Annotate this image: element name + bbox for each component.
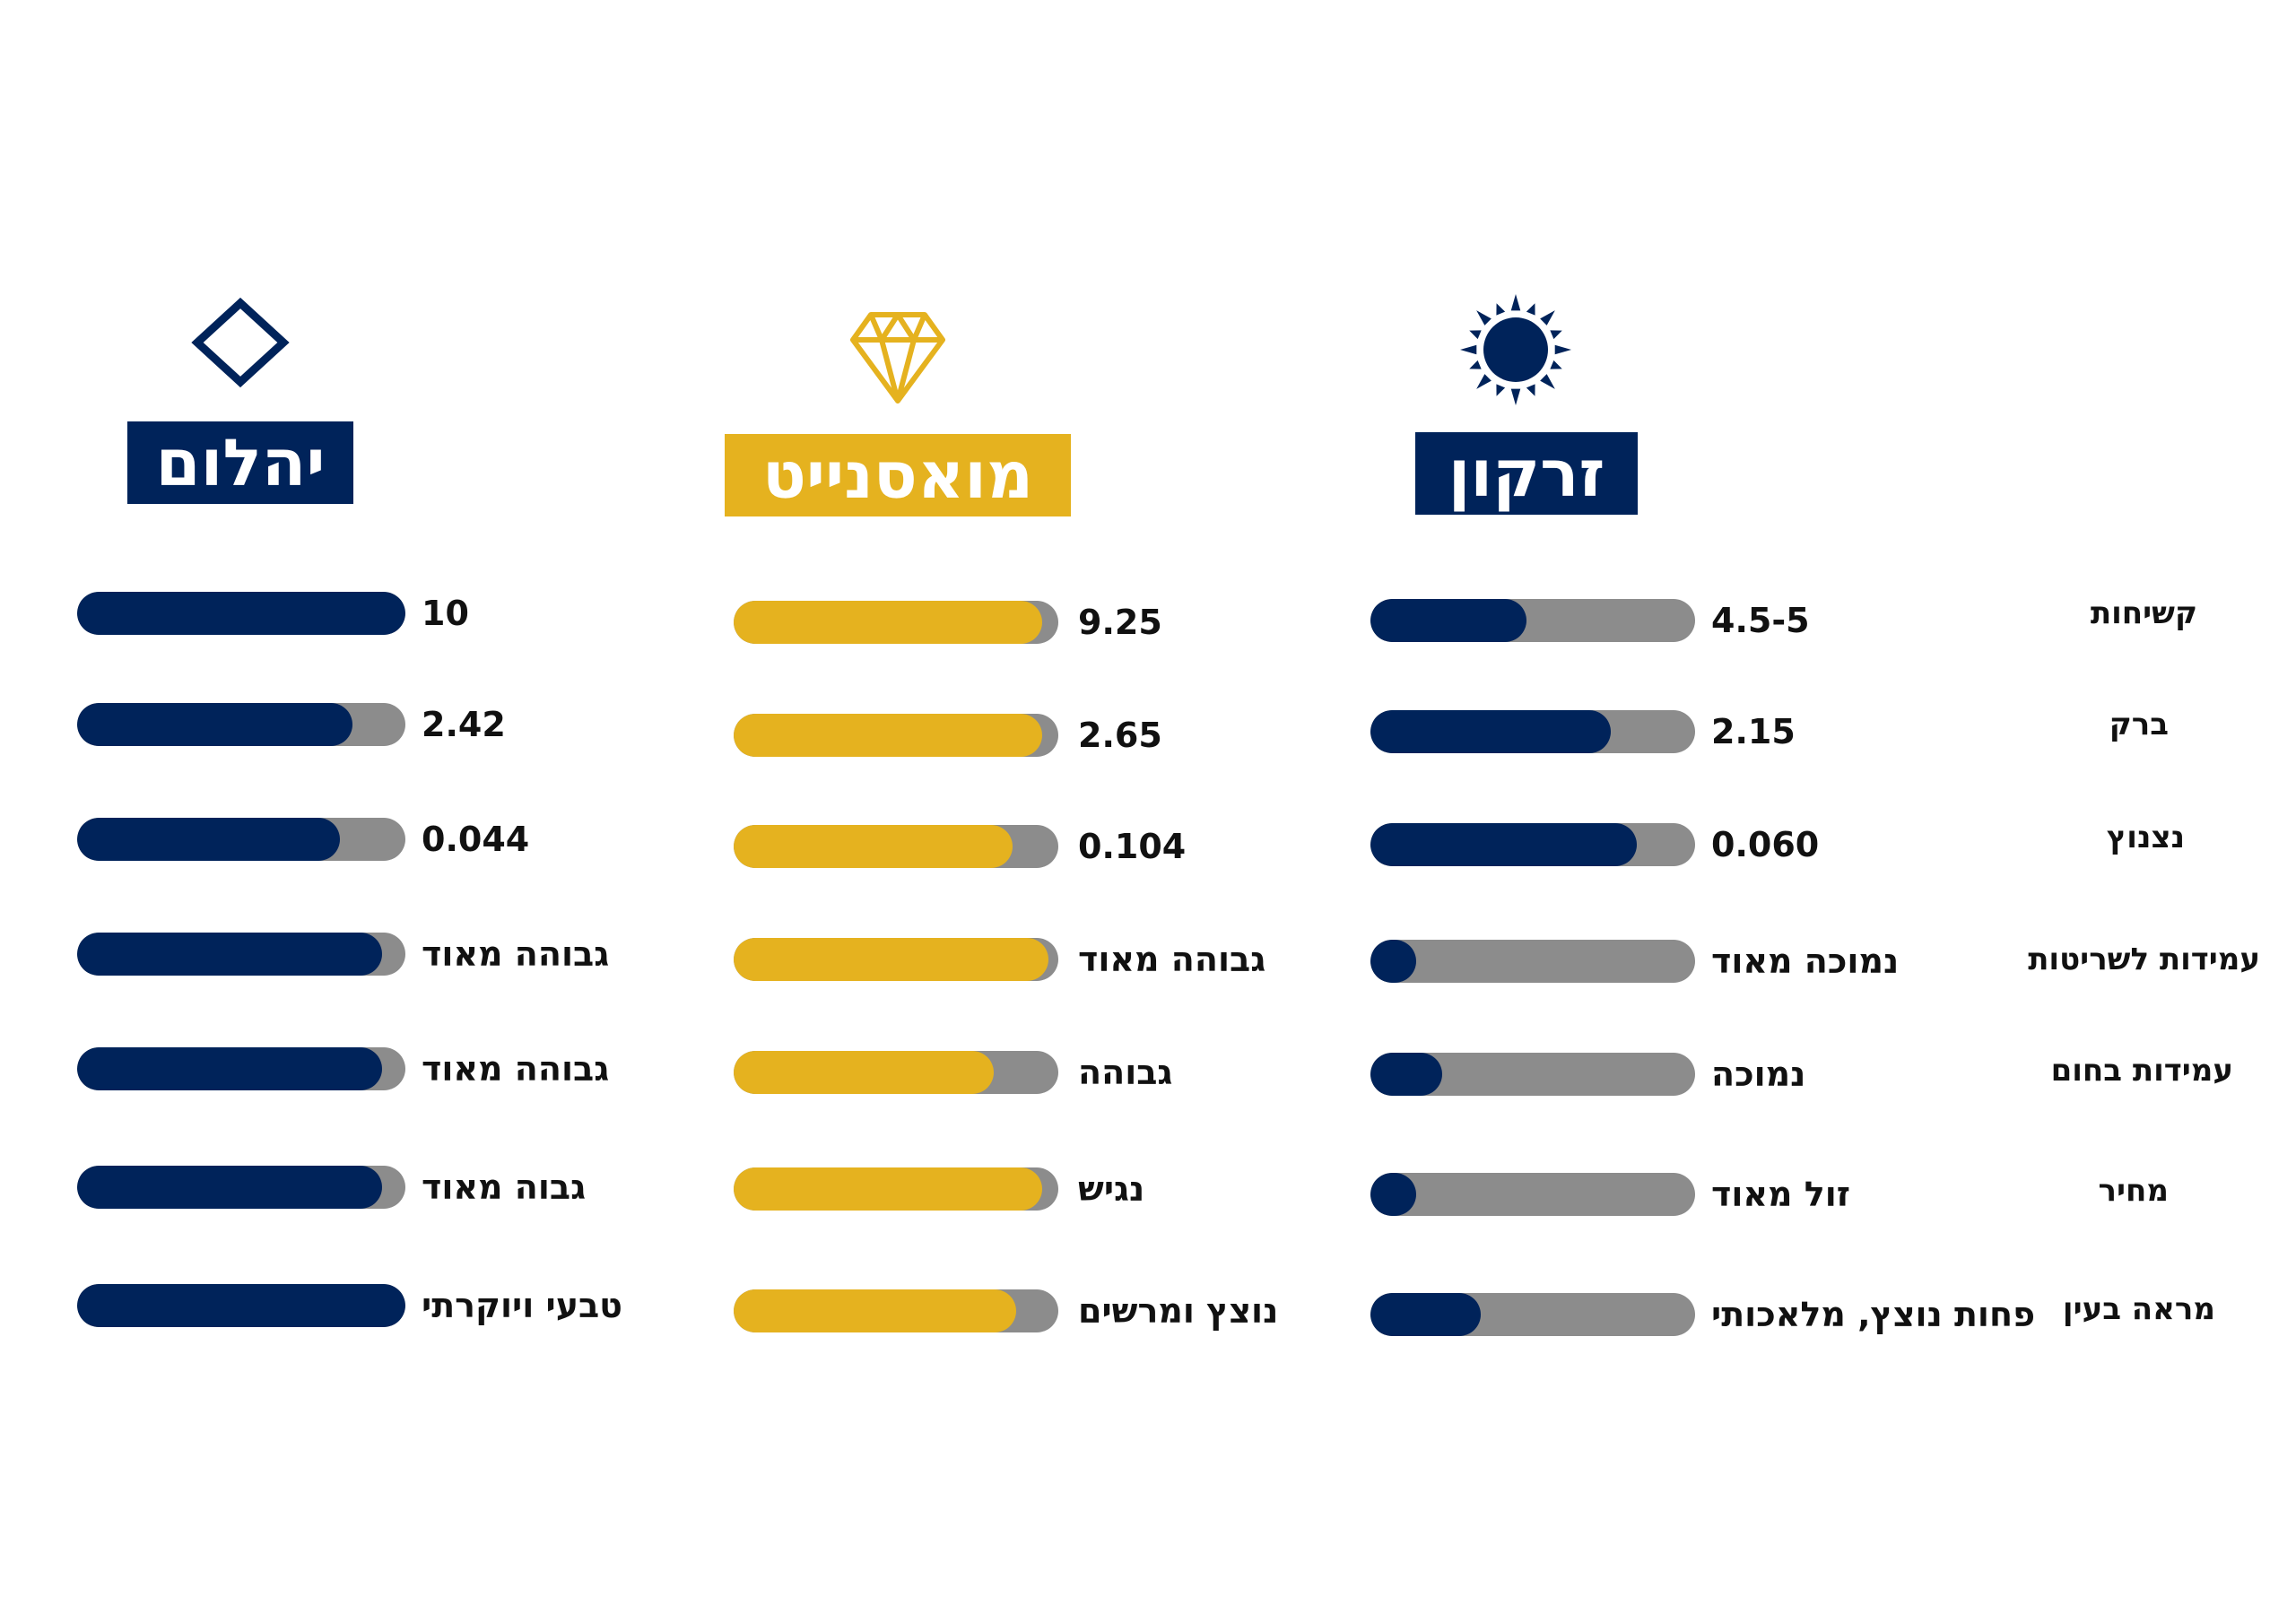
bar-fill: [1370, 599, 1526, 642]
bar-fill: [734, 714, 1042, 757]
bar-fill: [1370, 940, 1416, 983]
sun-ray: [1460, 344, 1477, 355]
bar-fill: [77, 1166, 382, 1209]
bar-fill: [1370, 1293, 1481, 1336]
bar-track: [1370, 823, 1695, 866]
title-diamond: יהלום: [127, 421, 353, 504]
bar-fill: [1370, 1173, 1416, 1216]
value-label: 2.15: [1711, 712, 1796, 751]
sun-ray: [1510, 388, 1521, 405]
sun-ray: [1469, 330, 1482, 340]
diamond-outline-icon: [191, 297, 290, 388]
bar-fill: [734, 825, 1013, 868]
value-label: נוצץ ומרשים: [1078, 1291, 1279, 1331]
bar-fill: [77, 818, 340, 861]
bar-fill: [734, 938, 1048, 981]
bar-fill: [1370, 710, 1611, 753]
value-label: 4.5-5: [1711, 601, 1810, 640]
bar-fill: [77, 1047, 382, 1090]
bar-track: [734, 938, 1058, 981]
row-label-price: מחיר: [2098, 1173, 2169, 1209]
value-label: גבוהה: [1078, 1053, 1173, 1092]
title-moissanite: מואסנייט: [725, 434, 1071, 516]
sun-ray: [1526, 384, 1535, 396]
bar-fill: [1370, 823, 1637, 866]
bar-track: [77, 1166, 405, 1209]
sun-ray: [1496, 303, 1506, 316]
bar-fill: [734, 1289, 1016, 1332]
value-label: נמוכה: [1711, 1055, 1806, 1094]
sun-ray: [1496, 384, 1506, 396]
value-label: גבוהה מאוד: [422, 934, 610, 974]
value-label: פחות נוצץ, מלאכותי: [1711, 1295, 2036, 1334]
row-label-sparkle: נצנוץ: [2106, 820, 2185, 855]
row-label-scratch-resistance: עמידות לשריטות: [2028, 942, 2260, 977]
bar-track: [734, 1167, 1058, 1211]
bar-track: [1370, 599, 1695, 642]
sun-ray: [1554, 344, 1571, 355]
bar-track: [77, 592, 405, 635]
title-zircon: זרקון: [1415, 432, 1638, 515]
row-label-hardness: קשיחות: [2090, 595, 2197, 631]
value-label: נמוכה מאוד: [1711, 942, 1900, 981]
sun-ray: [1510, 294, 1521, 311]
bar-track: [734, 825, 1058, 868]
bar-track: [734, 1289, 1058, 1332]
row-label-appearance: מראה בעין: [2062, 1291, 2215, 1327]
bar-fill: [77, 1284, 405, 1327]
bar-track: [77, 703, 405, 746]
bar-track: [1370, 1173, 1695, 1216]
bar-fill: [77, 933, 382, 976]
bar-track: [77, 818, 405, 861]
sun-ray: [1550, 360, 1562, 369]
bar-fill: [734, 1167, 1042, 1211]
gem-icon: [850, 312, 945, 404]
value-label: גבוה מאוד: [422, 1167, 587, 1207]
value-label: 0.044: [422, 820, 530, 859]
sun-ray: [1469, 360, 1482, 369]
value-label: 0.104: [1078, 827, 1187, 866]
bar-track: [77, 933, 405, 976]
value-label: גבוהה מאוד: [1078, 940, 1266, 979]
bar-track: [1370, 710, 1695, 753]
bar-fill: [734, 601, 1042, 644]
row-label-luster: ברק: [2109, 707, 2169, 742]
bar-fill: [77, 592, 405, 635]
bar-track: [734, 714, 1058, 757]
value-label: זול מאוד: [1711, 1175, 1851, 1214]
sun-ray: [1476, 374, 1492, 389]
value-label: 0.060: [1711, 825, 1820, 864]
bar-track: [77, 1047, 405, 1090]
sun-ray: [1550, 330, 1562, 340]
sun-icon: [1460, 294, 1571, 405]
value-label: 9.25: [1078, 603, 1162, 642]
bar-track: [734, 1051, 1058, 1094]
sun-ray: [1540, 310, 1555, 325]
sun-ray: [1526, 303, 1535, 316]
value-label: 10: [422, 594, 469, 633]
bar-track: [77, 1284, 405, 1327]
bar-fill: [734, 1051, 994, 1094]
sun-ray: [1476, 310, 1492, 325]
value-label: 2.65: [1078, 716, 1162, 755]
sun-ray: [1540, 374, 1555, 389]
row-label-heat-resistance: עמידות בחום: [2050, 1053, 2233, 1089]
value-label: טבעי ויוקרתי: [422, 1286, 622, 1325]
bar-track: [734, 601, 1058, 644]
value-label: נגיש: [1078, 1169, 1145, 1209]
value-label: גבוהה מאוד: [422, 1049, 610, 1089]
bar-track: [1370, 940, 1695, 983]
bar-fill: [1370, 1053, 1442, 1096]
bar-track: [1370, 1293, 1695, 1336]
bar-fill: [77, 703, 352, 746]
bar-track: [1370, 1053, 1695, 1096]
value-label: 2.42: [422, 705, 506, 744]
